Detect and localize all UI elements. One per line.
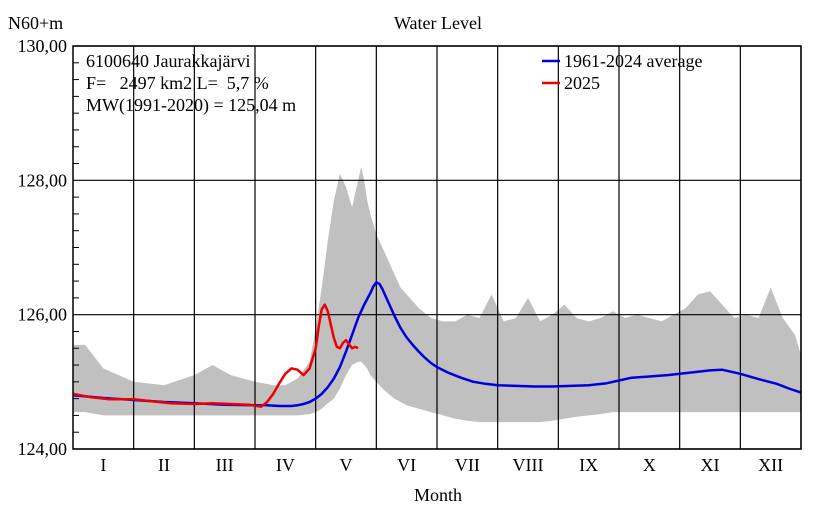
x-tick-label: XII — [758, 455, 783, 475]
grid-layer — [73, 45, 802, 450]
x-tick-label: V — [340, 455, 353, 475]
x-tick-label: I — [100, 455, 106, 475]
station-info: 6100640 Jaurakkajärvi F= 2497 km2 L= 5,7… — [86, 51, 296, 116]
x-axis-label: Month — [414, 485, 462, 505]
series-layer — [72, 281, 802, 408]
y-tick-label: 128,00 — [18, 170, 68, 190]
info-area: F= 2497 km2 L= 5,7 % — [86, 73, 269, 93]
chart-title: Water Level — [394, 13, 482, 33]
x-tick-label: III — [216, 455, 234, 475]
y-tick-label: 126,00 — [18, 305, 68, 325]
legend-average-label: 1961-2024 average — [564, 51, 702, 71]
x-tick-label: IX — [579, 455, 598, 475]
x-tick-label: IV — [276, 455, 295, 475]
legend: 1961-2024 average 2025 — [542, 51, 702, 93]
y-tick-label: 124,00 — [18, 439, 68, 459]
y-tick-labels: 124,00 126,00 128,00 130,00 — [18, 36, 68, 459]
info-station: 6100640 Jaurakkajärvi — [86, 51, 250, 71]
x-tick-label: VI — [397, 455, 416, 475]
x-tick-label: II — [158, 455, 170, 475]
series-average-line — [72, 281, 802, 408]
series-2025-line — [72, 303, 359, 408]
x-tick-label: VII — [455, 455, 480, 475]
x-tick-label: X — [643, 455, 656, 475]
y-tick-label: 130,00 — [18, 36, 68, 56]
tick-layer — [73, 62, 79, 433]
info-mean-water: MW(1991-2020) = 125,04 m — [86, 95, 296, 116]
legend-2025-label: 2025 — [564, 73, 600, 93]
plot-frame — [72, 45, 802, 450]
y-axis-label: N60+m — [8, 13, 63, 33]
x-tick-labels: I II III IV V VI VII VIII IX X XI XII — [100, 455, 783, 475]
x-tick-label: VIII — [513, 455, 544, 475]
x-tick-label: XI — [701, 455, 720, 475]
